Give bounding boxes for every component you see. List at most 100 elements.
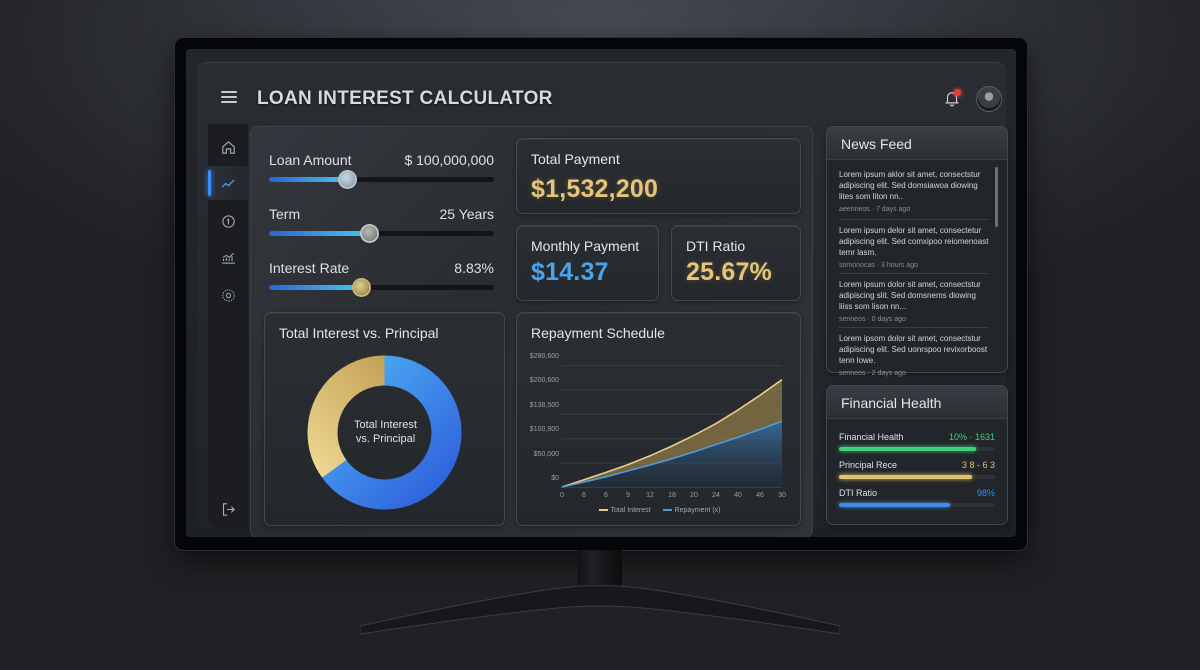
news-meta: somonocas · 3 hours ago <box>839 262 918 269</box>
screen: LOAN INTEREST CALCULATOR <box>186 49 1016 537</box>
logout-button[interactable] <box>208 492 248 526</box>
monthly-payment-label: Monthly Payment <box>531 238 640 254</box>
schedule-title: Repayment Schedule <box>531 325 665 341</box>
x-tick-label: 24 <box>712 492 720 499</box>
monitor-stand-base <box>360 585 840 635</box>
repayment-schedule-card: Repayment Schedule $280,600 $200,600 $138,… <box>516 312 801 526</box>
news-text: Lorem ipsum aklor sit amet, consectstur … <box>839 170 981 201</box>
interest-principal-card: Total Interest vs. Principal Total Inter… <box>264 312 505 526</box>
news-text: Lorem ipsum delor sit amet, consectetur … <box>839 226 989 257</box>
interest-segment <box>307 355 462 510</box>
interest-rate-label: Interest Rate <box>269 260 350 276</box>
y-tick-label: $280,600 <box>529 353 559 360</box>
sidebar-item-analytics[interactable] <box>208 240 248 274</box>
coin-icon <box>221 214 235 228</box>
y-tick-label: $50,000 <box>533 450 559 458</box>
donut-title: Total Interest vs. Principal <box>279 325 439 341</box>
health-progress-bar <box>839 503 995 507</box>
page-title: LOAN INTEREST CALCULATOR <box>257 88 553 109</box>
loan-amount-label: Loan Amount <box>269 152 352 168</box>
interest-rate-value: 8.83% <box>454 260 494 276</box>
x-tick-label: 30 <box>778 492 786 499</box>
dti-ratio-card: DTI Ratio 25.67% <box>671 225 801 301</box>
news-meta: aeenneos · 7 days ago <box>839 206 911 213</box>
repayment-area-chart <box>561 365 783 488</box>
legend-repayment: Repayment (x) <box>662 507 720 514</box>
term-slider[interactable] <box>269 226 494 241</box>
y-tick-label: $200,600 <box>529 377 559 385</box>
health-label: Financial Health <box>839 432 904 442</box>
sidebar <box>208 124 248 528</box>
news-item[interactable]: Lorem ipsum aklor sit amet, consectstur … <box>839 169 989 215</box>
health-value: 98% <box>976 488 995 498</box>
sidebar-item-trends[interactable] <box>208 166 248 200</box>
app-window: LOAN INTEREST CALCULATOR <box>197 62 1008 537</box>
dti-ratio-label: DTI Ratio <box>686 238 746 254</box>
news-divider <box>839 327 989 328</box>
news-item[interactable]: Lorem ipsum delor sit amet, consectetur … <box>839 225 989 271</box>
y-tick-label: $138,500 <box>529 401 559 409</box>
home-icon <box>221 140 235 154</box>
news-feed-card: News Feed Lorem ipsum aklor sit amet, co… <box>826 126 1008 377</box>
news-feed-title: News Feed <box>841 136 912 152</box>
x-tick-label: 20 <box>690 492 698 499</box>
term-label: Term <box>269 206 301 222</box>
donut-chart <box>307 355 462 510</box>
x-tick-label: 9 <box>626 492 630 499</box>
legend-total-interest: Total Interest <box>598 507 651 514</box>
x-tick-label: 0 <box>560 492 564 499</box>
health-progress-bar <box>839 475 995 479</box>
health-label: DTI Ratio <box>839 488 878 498</box>
loan-amount-slider[interactable] <box>269 172 494 187</box>
logout-icon <box>222 502 235 516</box>
x-tick-label: 6 <box>604 492 608 499</box>
total-payment-value: $1,532,200 <box>531 175 659 203</box>
interest-rate-thumb[interactable] <box>354 280 369 295</box>
trend-line-icon <box>221 179 235 187</box>
interest-rate-slider[interactable] <box>269 280 494 295</box>
total-payment-card: Total Payment $1,532,200 <box>516 138 801 214</box>
sidebar-item-settings[interactable] <box>208 278 248 312</box>
news-item[interactable]: Lorem ipsom dolor sit amet, consectstur … <box>839 333 989 379</box>
total-payment-label: Total Payment <box>531 151 620 167</box>
health-progress-bar <box>839 447 995 451</box>
monthly-payment-value: $14.37 <box>531 258 609 286</box>
news-divider <box>839 219 989 220</box>
health-value: 3 8 - 6 3 <box>961 460 995 470</box>
chart-legend: Total Interest Repayment (x) <box>517 507 802 514</box>
health-label: Principal Rece <box>839 460 898 470</box>
monitor-stand-neck <box>578 550 622 586</box>
news-meta: senneos · 2 days ago <box>839 370 906 377</box>
health-value: 10% · 1631 <box>948 432 995 442</box>
loan-amount-thumb[interactable] <box>340 172 355 187</box>
monthly-payment-card: Monthly Payment $14.37 <box>516 225 659 301</box>
menu-icon[interactable] <box>221 91 237 103</box>
loan-amount-fill <box>269 177 348 182</box>
avatar[interactable] <box>976 86 1002 112</box>
term-value: 25 Years <box>439 206 495 222</box>
sidebar-item-home[interactable] <box>208 130 248 164</box>
x-tick-label: 6 <box>582 492 586 499</box>
x-tick-label: 18 <box>668 492 676 499</box>
bar-chart-icon <box>221 252 235 264</box>
financial-health-title: Financial Health <box>841 395 942 411</box>
interest-rate-fill <box>269 285 362 290</box>
x-tick-label: 46 <box>756 492 764 499</box>
news-divider <box>839 273 989 274</box>
sidebar-item-finance[interactable] <box>208 204 248 238</box>
news-meta: senneos · 0 days ago <box>839 316 906 323</box>
x-tick-label: 40 <box>734 492 742 499</box>
x-tick-label: 12 <box>646 492 654 499</box>
calculator-panel: Loan Amount $ 100,000,000 Term 25 Years <box>250 126 813 537</box>
term-thumb[interactable] <box>362 226 377 241</box>
news-text: Lorem ipsum dolor sit amet, consectstur … <box>839 280 981 311</box>
notification-badge <box>954 89 961 96</box>
financial-health-card: Financial Health Financial Health 10% · 1… <box>826 385 1008 525</box>
donut-center-label: Total Interest vs. Principal <box>354 419 417 445</box>
news-text: Lorem ipsom dolor sit amet, consectstur … <box>839 334 988 365</box>
y-tick-label: $100,900 <box>529 426 559 434</box>
news-item[interactable]: Lorem ipsum dolor sit amet, consectstur … <box>839 279 989 325</box>
dti-ratio-value: 25.67% <box>686 258 772 286</box>
gear-icon <box>221 288 235 302</box>
news-scrollbar[interactable] <box>995 167 998 227</box>
